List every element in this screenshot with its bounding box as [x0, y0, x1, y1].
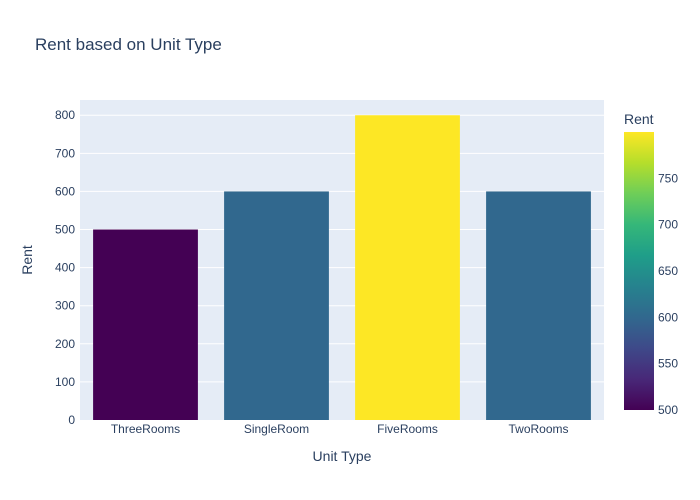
y-tick-label: 300 [55, 299, 75, 313]
x-tick-label: SingleRoom [244, 422, 309, 436]
colorbar-title: Rent [624, 111, 654, 127]
y-tick-label: 400 [55, 261, 75, 275]
colorbar-tick-label: 700 [658, 218, 678, 232]
bar-threerooms[interactable] [93, 229, 198, 420]
colorbar-tick-label: 750 [658, 171, 678, 185]
x-tick-label: ThreeRooms [111, 422, 180, 436]
y-tick-label: 500 [55, 223, 75, 237]
y-axis-title: Rent [19, 245, 35, 275]
bar-tworooms[interactable] [486, 191, 591, 420]
x-tick-label: FiveRooms [377, 422, 438, 436]
y-axis-ticks: 0 100 200 300 400 500 600 700 800 [55, 108, 75, 427]
y-tick-label: 700 [55, 146, 75, 160]
chart-title: Rent based on Unit Type [35, 35, 222, 54]
y-tick-label: 0 [68, 413, 75, 427]
colorbar-tick-label: 550 [658, 357, 678, 371]
y-tick-label: 600 [55, 184, 75, 198]
bar-fiverooms[interactable] [355, 115, 460, 420]
y-tick-label: 100 [55, 375, 75, 389]
y-tick-label: 200 [55, 337, 75, 351]
colorbar-tick-label: 600 [658, 310, 678, 324]
x-axis-title: Unit Type [313, 448, 372, 464]
colorbar-tick-label: 500 [658, 403, 678, 417]
y-tick-label: 800 [55, 108, 75, 122]
colorbar [624, 132, 654, 410]
colorbar-ticks: 500 550 600 650 700 750 [658, 171, 678, 417]
x-tick-label: TwoRooms [508, 422, 568, 436]
bar-singleroom[interactable] [224, 191, 329, 420]
x-axis-ticks: ThreeRooms SingleRoom FiveRooms TwoRooms [111, 422, 569, 436]
colorbar-tick-label: 650 [658, 264, 678, 278]
bars [93, 115, 591, 420]
